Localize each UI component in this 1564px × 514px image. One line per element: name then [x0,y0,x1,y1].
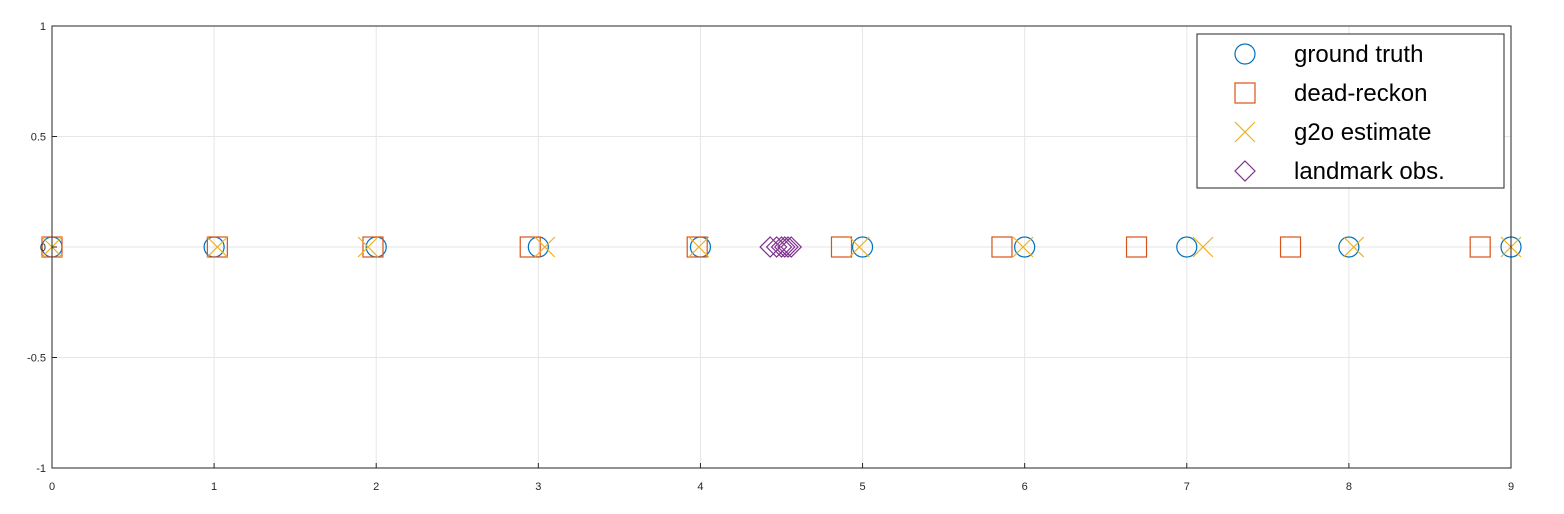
x-tick-label: 5 [859,481,865,493]
data-point-x [1343,236,1365,258]
y-tick-label: -1 [36,463,46,475]
series-landmark-obs- [759,236,803,258]
data-point-square [362,236,384,258]
data-point-diamond [777,236,799,258]
x-tick-label: 4 [697,481,703,493]
x-tick-label: 6 [1022,481,1028,493]
data-point-diamond [780,236,803,258]
data-point-x [688,236,710,258]
legend-label: dead-reckon [1294,80,1427,107]
data-point-square [830,236,853,258]
x-tick-label: 2 [373,481,379,493]
legend-x-icon [1234,121,1256,143]
data-point-diamond [765,236,788,258]
legend-diamond-icon [1234,160,1256,182]
data-series [41,236,1522,258]
x-tick-label: 3 [535,481,541,493]
legend-label: g2o estimate [1294,119,1431,146]
x-tick-label: 9 [1508,481,1514,493]
data-point-diamond [773,236,796,258]
data-point-diamond [759,236,782,258]
legend: ground truth dead-reckon g2o estimate landm… [1196,33,1505,189]
data-point-x [848,236,870,258]
data-point-circle [851,236,874,258]
x-tick-label: 8 [1346,481,1352,493]
legend-label: landmark obs. [1294,158,1445,185]
legend-square-icon [1234,82,1256,104]
axis-ticks: 0 1 2 3 4 5 6 7 8 9 -1 -0.5 0 0.5 1 [27,21,1514,493]
legend-circle-icon [1234,43,1256,65]
legend-box [1196,33,1505,189]
x-tick-label: 7 [1184,481,1190,493]
data-point-x [1192,236,1214,258]
data-point-x [357,236,379,258]
data-point-x [206,236,228,258]
legend-label: ground truth [1294,41,1423,68]
y-tick-label: 1 [40,21,46,33]
data-point-circle [1338,236,1360,258]
data-point-square [1469,236,1491,258]
y-tick-label: -0.5 [27,353,46,365]
x-tick-label: 1 [211,481,217,493]
data-point-square [206,236,228,258]
y-tick-label: 0.5 [31,132,46,144]
y-tick-label: 0 [40,242,46,254]
data-point-diamond [770,236,793,258]
data-point-square [686,236,708,258]
data-point-square [1125,236,1148,258]
data-point-square [519,236,541,258]
data-point-square [1279,236,1302,258]
x-tick-label: 0 [49,481,55,493]
data-point-x [534,236,556,258]
data-point-square [991,236,1013,258]
data-point-circle [1176,236,1198,258]
data-point-x [1012,236,1034,258]
data-point-circle [1014,236,1036,258]
